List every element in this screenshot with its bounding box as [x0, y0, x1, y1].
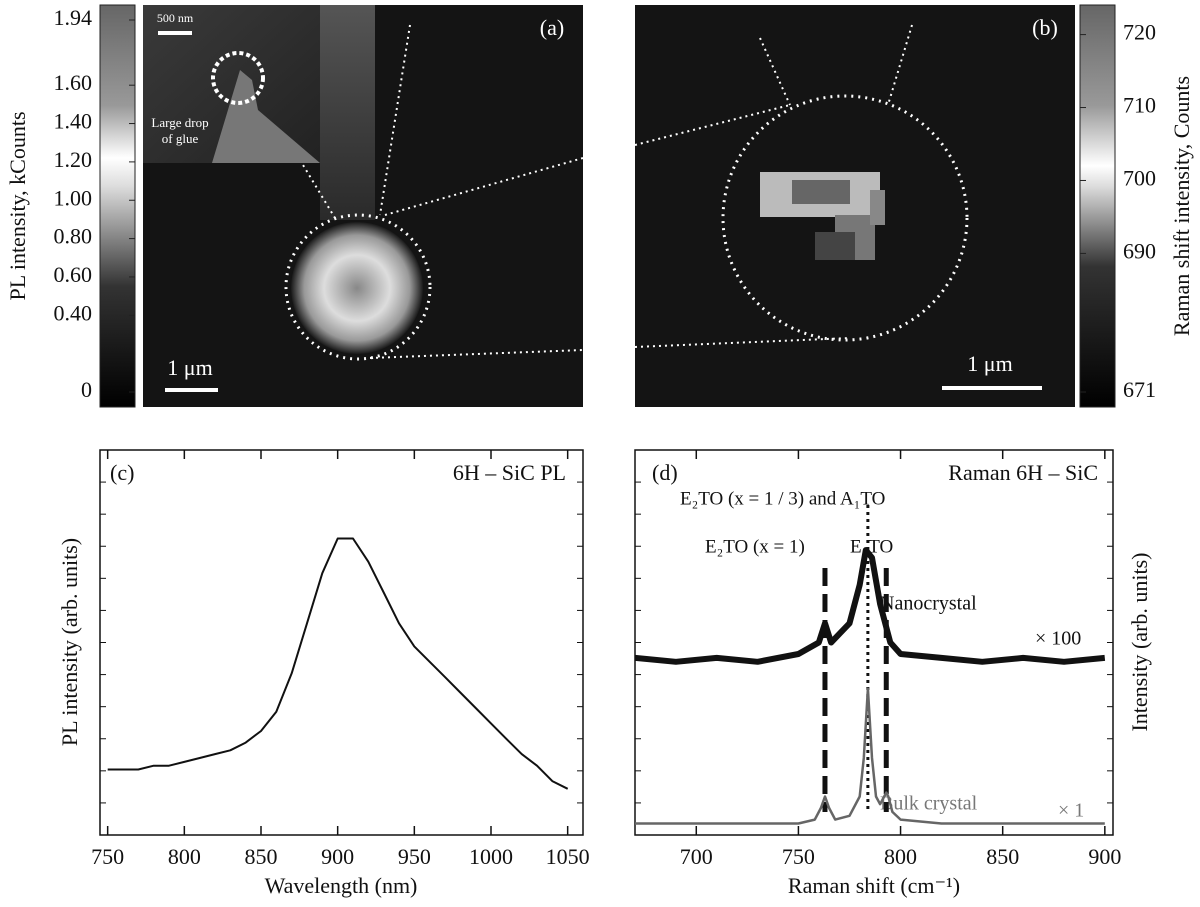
colorbar-tick-label: 0	[81, 377, 92, 402]
colorbar-tick-label: 1.00	[54, 185, 93, 210]
colorbar-title: Raman shift intensity, Counts	[1169, 76, 1194, 336]
panel-b: (b) 1 μm Raman shift intensity, Counts	[634, 4, 1194, 408]
plot-frame	[99, 449, 584, 836]
panel-c: (c) 6H – SiC PL Wavelength (nm) PL inten…	[57, 449, 584, 898]
inset-circle	[211, 51, 265, 105]
chart-title: 6H – SiC PL	[453, 460, 566, 485]
colorbar-tick-label: 1.94	[54, 5, 93, 30]
colorbar-tick-label: 0.80	[54, 224, 93, 249]
x-tick-label: 900	[321, 844, 354, 869]
scale-label: × 1	[1058, 800, 1084, 822]
colorbar-tick-label: 700	[1123, 166, 1156, 191]
x-axis-label: Wavelength (nm)	[265, 873, 418, 898]
inset-note: of glue	[162, 131, 199, 146]
colorbar-tick-label: 0.40	[54, 300, 93, 325]
series-label: Nanocrystal	[880, 593, 977, 615]
colorbar-tick-label: 710	[1123, 93, 1156, 118]
panel-label: (b)	[1032, 15, 1058, 40]
annotation: E₂TO (x = 1 / 3) and A₁TO	[680, 488, 885, 509]
colorbar-tick-label: 1.20	[54, 147, 93, 172]
raman-spot	[760, 172, 885, 260]
nanocrystal-spot	[291, 222, 423, 354]
y-axis-label: PL intensity (arb. units)	[57, 538, 82, 746]
x-tick-label: 1000	[469, 844, 513, 869]
spectrum-line	[107, 537, 569, 790]
colorbar	[1079, 4, 1116, 408]
dotted-circle	[721, 94, 969, 342]
colorbar-tick-label: 671	[1123, 377, 1156, 402]
annotation: E₁TO	[850, 536, 893, 557]
colorbar-tick-label: 0.60	[54, 262, 93, 287]
y-axis-label: Intensity (arb. units)	[1127, 552, 1152, 731]
x-tick-label: 800	[884, 844, 917, 869]
colorbar-tick-label: 720	[1123, 20, 1156, 45]
x-tick-label: 700	[680, 844, 713, 869]
colorbar-tick-label: 690	[1123, 238, 1156, 263]
dotted-lines	[634, 24, 913, 348]
dotted-lines	[299, 24, 584, 359]
panel-label: (a)	[540, 15, 564, 40]
colorbar-title: PL intensity, kCounts	[5, 111, 30, 300]
dotted-circle	[284, 213, 432, 361]
x-axis-label: Raman shift (cm⁻¹)	[788, 873, 960, 898]
x-tick-label: 1050	[546, 844, 590, 869]
inset-scale-label: 500 nm	[157, 11, 194, 25]
chart-title: Raman 6H – SiC	[948, 460, 1098, 485]
scale-bar-label: 1 μm	[167, 355, 212, 380]
panel-d: (d) Raman 6H – SiC E₂TO (x = 1 / 3) and …	[634, 449, 1152, 898]
series-label: Bulk crystal	[880, 793, 978, 815]
x-tick-label: 800	[168, 844, 201, 869]
spectrum-line	[634, 547, 1106, 665]
panel-label: (c)	[110, 460, 134, 485]
panel-label: (d)	[652, 460, 678, 485]
x-tick-label: 850	[245, 844, 278, 869]
x-tick-label: 950	[398, 844, 431, 869]
scale-label: × 100	[1035, 628, 1081, 650]
inset-note: Large drop	[151, 115, 208, 130]
colorbar-tick-label: 1.40	[54, 109, 93, 134]
map-streak	[320, 5, 375, 220]
annotation: E₂TO (x = 1)	[705, 536, 805, 557]
x-tick-label: 750	[782, 844, 815, 869]
spectrum-line	[635, 687, 1105, 825]
sem-tip	[212, 70, 320, 163]
scale-bar-label: 1 μm	[967, 351, 1012, 376]
x-tick-label: 850	[986, 844, 1019, 869]
x-tick-label: 750	[91, 844, 124, 869]
colorbar	[99, 4, 136, 408]
panel-a: 500 nm Large drop of glue (a) 1 μm PL in…	[5, 4, 584, 408]
colorbar-tick-label: 1.60	[54, 70, 93, 95]
x-tick-label: 900	[1088, 844, 1121, 869]
